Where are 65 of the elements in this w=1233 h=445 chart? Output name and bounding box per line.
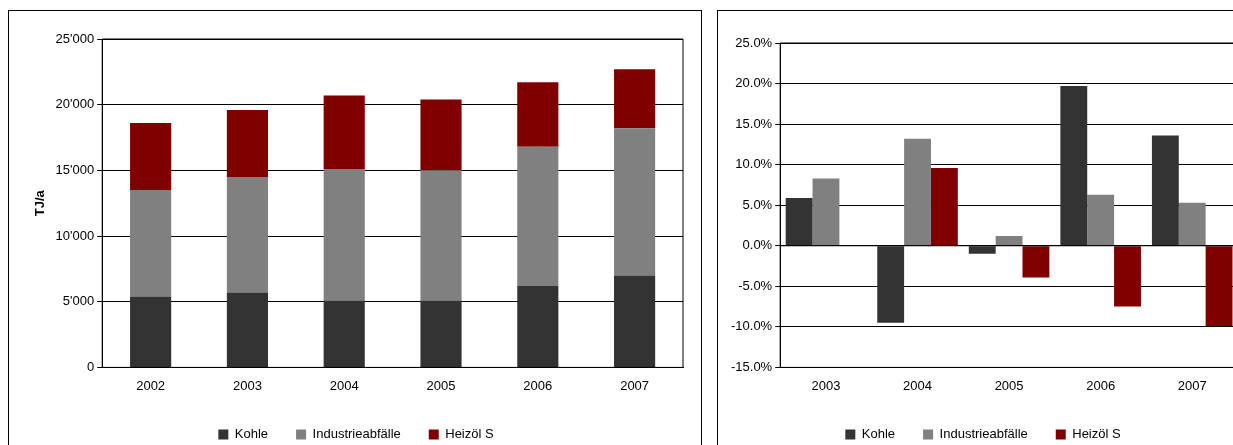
y-tick-label: 15'000	[55, 161, 95, 177]
bar	[785, 197, 813, 246]
bar	[226, 109, 268, 177]
bar	[517, 285, 559, 367]
bar	[614, 275, 656, 367]
bar	[1087, 194, 1115, 246]
x-tick-label: 2004	[329, 377, 359, 393]
bar	[420, 99, 462, 171]
bar	[130, 190, 172, 297]
y-tick-label: -15.0%	[730, 358, 773, 374]
bar	[517, 82, 559, 147]
bar	[968, 246, 996, 254]
x-tick-label: 2005	[426, 377, 456, 393]
bar	[323, 169, 365, 301]
y-axis-title: TJ/a	[32, 189, 48, 217]
y-tick-label: 5'000	[62, 293, 95, 309]
y-tick-label: 0	[87, 358, 95, 374]
y-tick-label: 10.0%	[735, 156, 773, 172]
legend-label: Heizöl S	[1072, 426, 1121, 442]
bar	[1151, 135, 1179, 246]
x-tick-label: 2002	[136, 377, 166, 393]
bar	[323, 300, 365, 367]
y-tick-label: -5.0%	[738, 277, 773, 293]
y-tick-label: 25'000	[55, 30, 95, 46]
legend-label: Industrieabfälle	[312, 426, 401, 442]
bar	[614, 69, 656, 129]
y-tick-label: 25.0%	[735, 34, 773, 50]
bar	[1205, 246, 1233, 327]
bar	[420, 170, 462, 301]
bar	[323, 95, 365, 170]
bar	[1060, 85, 1088, 246]
bar	[1114, 246, 1141, 307]
legend-label: Kohle	[234, 426, 269, 442]
x-tick-label: 2006	[1086, 377, 1116, 393]
bar	[904, 138, 931, 246]
legend-label: Heizöl S	[445, 426, 494, 442]
x-tick-label: 2005	[994, 377, 1024, 393]
bar	[930, 167, 958, 246]
bar	[877, 246, 905, 323]
y-tick-label: 15.0%	[735, 115, 773, 131]
y-tick-label: 20'000	[55, 96, 95, 112]
legend-label: Industrieabfälle	[939, 426, 1028, 442]
x-tick-label: 2004	[903, 377, 932, 393]
bar	[420, 300, 462, 367]
bar	[517, 146, 559, 286]
x-tick-label: 2006	[523, 377, 553, 393]
legend-label: Kohle	[861, 426, 896, 442]
bar	[1178, 202, 1206, 246]
x-tick-label: 2007	[1177, 377, 1207, 393]
x-tick-label: 2003	[232, 377, 262, 393]
bar	[226, 292, 268, 367]
y-tick-label: 5.0%	[742, 196, 773, 212]
bar	[130, 123, 172, 191]
bar	[812, 178, 840, 246]
y-tick-label: -10.0%	[730, 318, 773, 334]
y-tick-label: 20.0%	[735, 75, 773, 91]
x-tick-label: 2007	[620, 377, 650, 393]
bar	[1022, 246, 1050, 278]
bar	[614, 128, 656, 276]
bar	[995, 236, 1023, 246]
bar	[130, 296, 172, 367]
bar	[226, 176, 268, 293]
x-tick-label: 2003	[811, 377, 841, 393]
y-tick-label: 0.0%	[742, 237, 773, 253]
y-tick-label: 10'000	[55, 227, 95, 243]
